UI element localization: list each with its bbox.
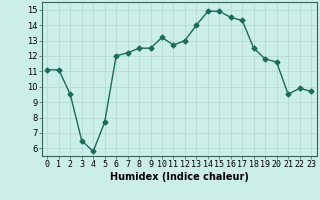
X-axis label: Humidex (Indice chaleur): Humidex (Indice chaleur) (110, 172, 249, 182)
